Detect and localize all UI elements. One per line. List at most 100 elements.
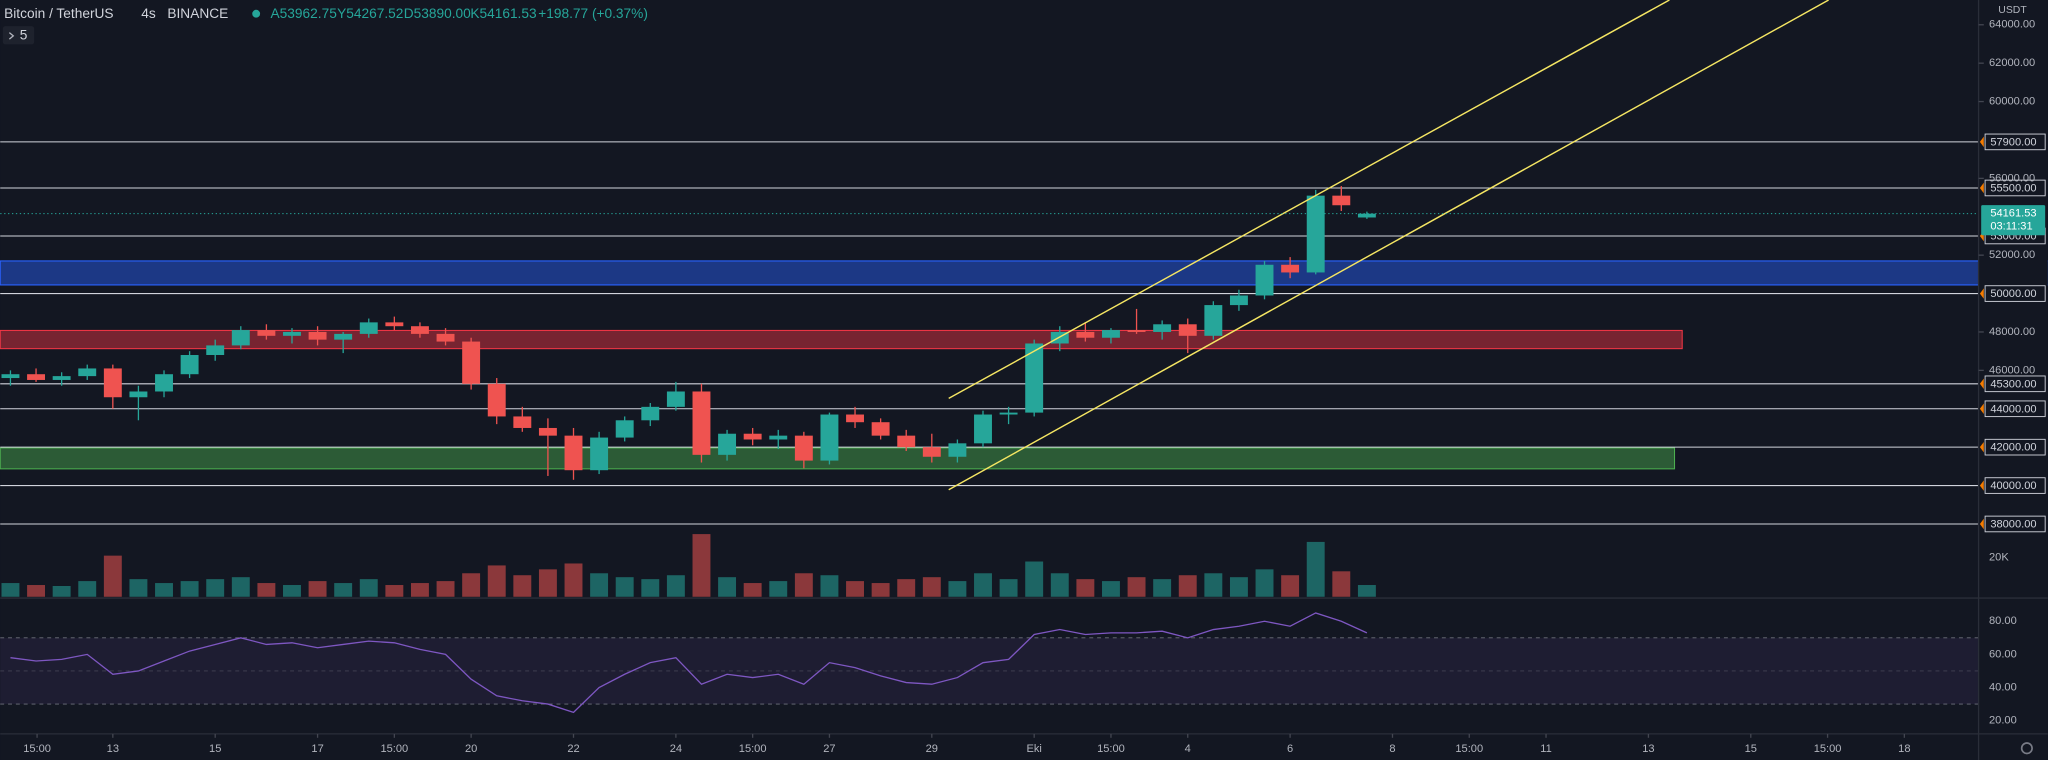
volume-bar: [308, 581, 327, 597]
change: +198.77 (+0.37%): [538, 6, 648, 21]
countdown: 03:11:31: [1990, 221, 2032, 233]
interval[interactable]: 4s: [141, 6, 156, 21]
x-tick-label: 20: [465, 743, 477, 755]
status-dot: [252, 9, 261, 18]
volume-bar: [922, 577, 941, 597]
volume-bar: [513, 575, 532, 597]
candle-body: [564, 435, 583, 471]
y-tick-label: 60000.00: [1989, 95, 2035, 107]
candle-body: [283, 331, 301, 336]
volume-bar: [846, 581, 864, 597]
candle-body: [155, 374, 173, 392]
candle-body: [1076, 331, 1095, 338]
volume-bar: [999, 579, 1018, 597]
candle-body: [1229, 295, 1248, 306]
axis-labels: 57900.00 55500.00 53000.00 50000.00 45300.00…: [23, 19, 2046, 755]
candle-body: [538, 427, 557, 436]
candle-body: [462, 341, 481, 384]
level-box: [1984, 375, 2046, 393]
x-tick-label: 15:00: [1455, 743, 1483, 755]
volume-bar: [359, 579, 378, 597]
x-tick-label: 15:00: [1814, 743, 1842, 755]
volume-bar: [103, 555, 122, 597]
y-tick-label: 64000.00: [1989, 19, 2035, 31]
volume-tick-label: 20K: [1989, 552, 2009, 564]
x-tick-label: 29: [926, 743, 938, 755]
volume-bar: [615, 577, 634, 597]
unit: USDT: [1998, 5, 2027, 16]
volume-bar: [1229, 577, 1248, 597]
candle-body: [257, 330, 276, 336]
x-tick-label: 13: [107, 743, 119, 755]
indicator-count[interactable]: 5: [20, 28, 28, 43]
level-label: 53000.00: [1990, 231, 2036, 243]
level-label: 42000.00: [1990, 442, 2036, 454]
rsi-line: [10, 612, 1368, 714]
x-tick-label: 17: [311, 743, 323, 755]
volume-bar: [1050, 573, 1069, 597]
volume-bar: [948, 581, 967, 597]
volume-bar: [129, 579, 148, 597]
volume-bar: [590, 573, 609, 597]
volume-bar: [1204, 573, 1223, 597]
candle-body: [78, 368, 97, 377]
rsi-band: [0, 637, 1979, 705]
symbol[interactable]: Bitcoin / TetherUS: [4, 6, 113, 21]
candle-body: [410, 326, 429, 334]
volume-bar: [1, 583, 20, 597]
volume-bar: [666, 575, 685, 597]
level-label: 55500.00: [1990, 183, 2036, 195]
level-label: 40000.00: [1990, 480, 2036, 492]
x-tick-label: 15: [1745, 743, 1757, 755]
x-tick-label: 15:00: [380, 743, 408, 755]
level-box: [1984, 179, 2046, 197]
candle-body: [231, 330, 250, 346]
candle-body: [385, 322, 404, 327]
volume-bar: [334, 583, 353, 597]
rsi-tick-label: 60.00: [1989, 648, 2017, 660]
candle-body: [1332, 195, 1351, 206]
volume-bar: [1281, 575, 1300, 597]
last-price-label: 54161.53: [1990, 208, 2036, 220]
level-box: [1984, 438, 2046, 456]
rsi-tick-label: 40.00: [1989, 681, 2017, 693]
candle-body: [1255, 264, 1274, 296]
volume-bar: [871, 583, 890, 597]
candle-body: [999, 412, 1018, 415]
exchange[interactable]: BINANCE: [167, 6, 228, 21]
y-tick-label: 62000.00: [1989, 57, 2035, 69]
candle-body: [1281, 264, 1300, 273]
candle-body: [590, 437, 609, 471]
indicator-toggle[interactable]: [2, 26, 35, 45]
level-box: [1984, 477, 2046, 494]
x-tick-label: 4: [1185, 743, 1191, 755]
candle-body: [1153, 324, 1172, 332]
overlays: [0, 0, 1979, 714]
ohlc-open: A53962.75: [271, 6, 338, 21]
candle-body: [743, 433, 762, 440]
y-tick-label: 52000.00: [1989, 249, 2035, 261]
last-price-box: [1981, 205, 2046, 236]
level-lines: [0, 141, 1979, 525]
x-tick-label: 18: [1898, 743, 1910, 755]
candle-body: [692, 391, 711, 455]
volume-bar: [1127, 577, 1146, 597]
alert-marker: [1979, 288, 1984, 299]
settings-icon[interactable]: [2020, 742, 2033, 755]
candle-body: [1306, 195, 1325, 273]
candle-body: [1204, 305, 1223, 336]
volume-bar: [718, 577, 737, 597]
alert-marker: [1979, 441, 1984, 453]
candle-body: [103, 368, 122, 398]
x-tick-label: Eki: [1026, 743, 1041, 755]
candle-body: [206, 345, 225, 356]
alert-marker: [1979, 480, 1984, 491]
volume-bar: [692, 534, 711, 597]
volume-bar: [78, 581, 97, 597]
volume-bar: [231, 577, 250, 597]
volume-bar: [1357, 585, 1376, 597]
candle-body: [922, 447, 941, 457]
alert-marker: [1979, 518, 1984, 530]
y-tick-label: 46000.00: [1989, 364, 2035, 376]
